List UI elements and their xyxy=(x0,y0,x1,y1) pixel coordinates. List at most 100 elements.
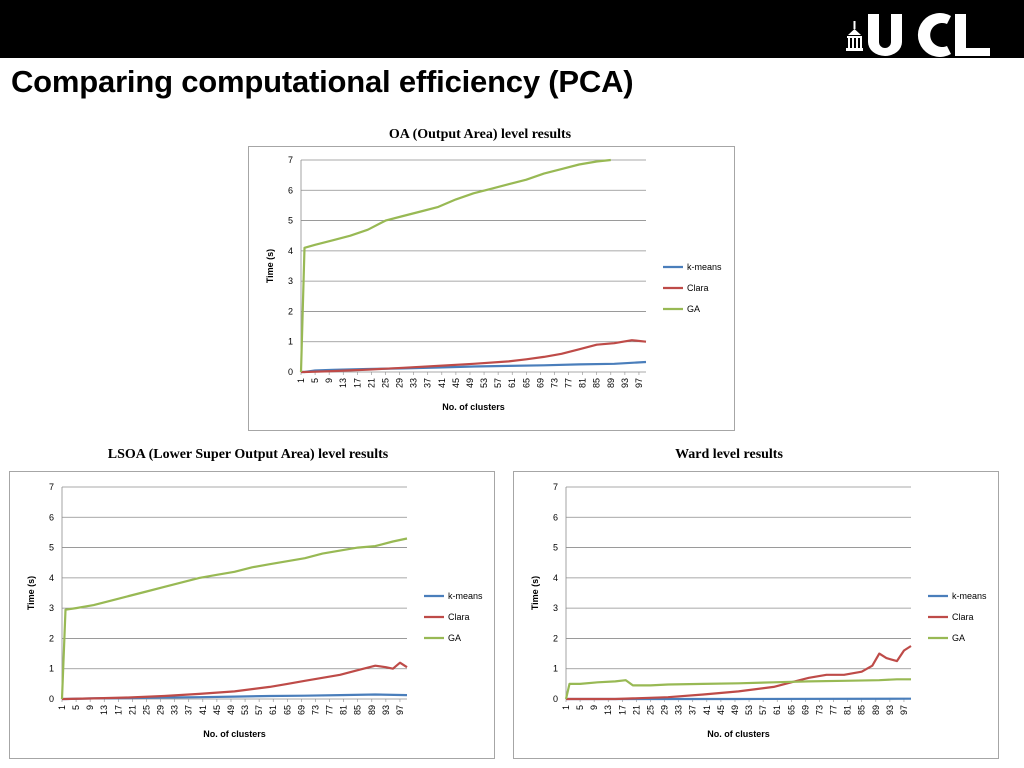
x-tick-label: 21 xyxy=(127,705,137,715)
x-tick-label: 1 xyxy=(561,705,571,710)
y-tick-label: 0 xyxy=(553,694,558,704)
chart-title-lsoa: LSOA (Lower Super Output Area) level res… xyxy=(107,447,389,462)
x-tick-label: 57 xyxy=(493,378,503,388)
x-tick-label: 25 xyxy=(645,705,655,715)
x-tick-label: 9 xyxy=(589,705,599,710)
y-axis-title: Time (s) xyxy=(265,249,275,283)
x-tick-label: 25 xyxy=(380,378,390,388)
x-tick-label: 89 xyxy=(367,705,377,715)
y-tick-label: 7 xyxy=(49,482,54,492)
x-axis-title: No. of clusters xyxy=(707,729,770,739)
x-tick-label: 97 xyxy=(634,378,644,388)
y-axis-title: Time (s) xyxy=(26,576,36,610)
y-tick-label: 5 xyxy=(553,543,558,553)
x-tick-label: 13 xyxy=(99,705,109,715)
x-tick-label: 77 xyxy=(829,705,839,715)
x-tick-label: 9 xyxy=(85,705,95,710)
x-tick-label: 49 xyxy=(730,705,740,715)
chart-title-ward: Ward level results xyxy=(675,447,783,462)
y-tick-label: 2 xyxy=(49,633,54,643)
x-tick-label: 69 xyxy=(800,705,810,715)
x-tick-label: 57 xyxy=(254,705,264,715)
series-line-ga xyxy=(60,537,408,700)
x-tick-label: 49 xyxy=(226,705,236,715)
series-line-ga xyxy=(564,678,911,700)
legend-label: Clara xyxy=(687,283,709,293)
x-tick-label: 85 xyxy=(592,378,602,388)
x-tick-label: 97 xyxy=(395,705,405,715)
x-tick-label: 81 xyxy=(843,705,853,715)
x-axis-title: No. of clusters xyxy=(442,402,505,412)
y-tick-label: 4 xyxy=(288,246,293,256)
x-tick-label: 45 xyxy=(716,705,726,715)
x-tick-label: 61 xyxy=(772,705,782,715)
y-tick-label: 2 xyxy=(553,633,558,643)
x-tick-label: 73 xyxy=(814,705,824,715)
legend-label: Clara xyxy=(952,612,974,622)
x-tick-label: 53 xyxy=(240,705,250,715)
legend-label: GA xyxy=(448,633,461,643)
y-tick-label: 6 xyxy=(553,512,558,522)
y-tick-label: 3 xyxy=(49,603,54,613)
y-tick-label: 3 xyxy=(553,603,558,613)
x-tick-label: 77 xyxy=(325,705,335,715)
y-tick-label: 1 xyxy=(553,664,558,674)
series-line-k-means xyxy=(301,360,647,374)
x-tick-label: 73 xyxy=(549,378,559,388)
x-tick-label: 45 xyxy=(212,705,222,715)
x-tick-label: 41 xyxy=(437,378,447,388)
chart-title-oa: OA (Output Area) level results xyxy=(388,127,572,142)
y-tick-label: 6 xyxy=(288,185,293,195)
x-tick-label: 61 xyxy=(268,705,278,715)
x-tick-label: 25 xyxy=(141,705,151,715)
x-tick-label: 93 xyxy=(620,378,630,388)
chart-oa: 0 1 2 3 4 5 6 7 1 5 9 13 17 21 25 29 33 37 41 45 49 53 57 61 65 6… xyxy=(248,146,735,431)
x-tick-label: 57 xyxy=(758,705,768,715)
x-tick-label: 65 xyxy=(282,705,292,715)
x-tick-label: 21 xyxy=(366,378,376,388)
x-tick-label: 49 xyxy=(465,378,475,388)
x-tick-label: 53 xyxy=(744,705,754,715)
x-tick-label: 33 xyxy=(170,705,180,715)
x-tick-label: 37 xyxy=(688,705,698,715)
x-tick-label: 33 xyxy=(674,705,684,715)
y-tick-label: 5 xyxy=(288,216,293,226)
x-tick-label: 21 xyxy=(631,705,641,715)
y-tick-label: 1 xyxy=(288,337,293,347)
x-tick-label: 9 xyxy=(324,378,334,383)
x-tick-label: 81 xyxy=(339,705,349,715)
y-tick-label: 5 xyxy=(49,543,54,553)
y-tick-label: 0 xyxy=(49,694,54,704)
series-line-clara xyxy=(62,661,408,701)
chart-lsoa: 0 1 2 3 4 5 6 7 1 5 9 13 17 21 25 29 33 37 41 45 49 53 57 61 65 6… xyxy=(9,471,495,759)
x-tick-label: 17 xyxy=(617,705,627,715)
series-line-clara xyxy=(566,645,912,701)
ucl-logo xyxy=(846,13,990,58)
x-tick-label: 17 xyxy=(113,705,123,715)
y-tick-label: 3 xyxy=(288,276,293,286)
x-tick-label: 65 xyxy=(521,378,531,388)
legend-label: GA xyxy=(687,304,700,314)
x-tick-label: 65 xyxy=(786,705,796,715)
x-tick-label: 29 xyxy=(660,705,670,715)
x-tick-label: 13 xyxy=(338,378,348,388)
x-tick-label: 5 xyxy=(71,705,81,710)
x-tick-label: 73 xyxy=(310,705,320,715)
chart-ward: 0 1 2 3 4 5 6 7 1 5 9 13 17 21 25 29 33 37 41 45 49 53 57 61 65 6… xyxy=(513,471,999,759)
x-tick-label: 13 xyxy=(603,705,613,715)
x-tick-label: 89 xyxy=(871,705,881,715)
x-tick-label: 93 xyxy=(381,705,391,715)
y-tick-label: 2 xyxy=(288,306,293,316)
legend-label: Clara xyxy=(448,612,470,622)
series-line-ga xyxy=(299,158,611,373)
x-tick-label: 93 xyxy=(885,705,895,715)
legend-label: k-means xyxy=(448,591,483,601)
x-tick-label: 1 xyxy=(57,705,67,710)
x-tick-label: 81 xyxy=(578,378,588,388)
legend-label: k-means xyxy=(687,262,722,272)
series-line-clara xyxy=(301,339,647,374)
x-tick-label: 77 xyxy=(564,378,574,388)
